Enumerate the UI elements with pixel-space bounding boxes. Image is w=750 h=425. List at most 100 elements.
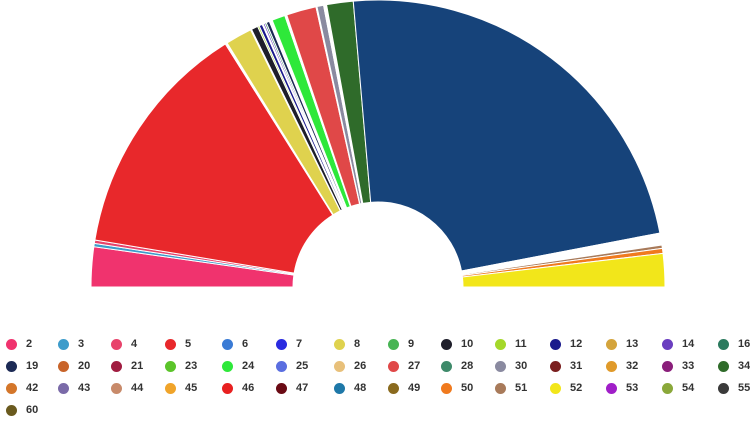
legend-item-43[interactable]: 43 [58, 380, 90, 396]
legend-item-46[interactable]: 46 [222, 380, 254, 396]
semicircle-chart-svg [90, 0, 666, 288]
legend-item-42[interactable]: 42 [6, 380, 38, 396]
legend-item-51[interactable]: 51 [495, 380, 527, 396]
legend-swatch [662, 338, 673, 350]
legend-item-16[interactable]: 16 [718, 336, 750, 352]
legend-item-53[interactable]: 53 [606, 380, 638, 396]
legend-label: 28 [461, 360, 474, 372]
legend-item-10[interactable]: 10 [441, 336, 473, 352]
legend-item-27[interactable]: 27 [388, 358, 420, 374]
legend-item-49[interactable]: 49 [388, 380, 420, 396]
legend-swatch [165, 338, 176, 350]
legend-item-45[interactable]: 45 [165, 380, 197, 396]
legend-label: 30 [515, 360, 528, 372]
legend-item-44[interactable]: 44 [111, 380, 143, 396]
legend-item-34[interactable]: 34 [718, 358, 750, 374]
legend-item-19[interactable]: 19 [6, 358, 38, 374]
legend-item-6[interactable]: 6 [222, 336, 248, 352]
legend-label: 48 [354, 382, 367, 394]
slice-19-main[interactable] [352, 0, 661, 272]
legend-swatch [441, 382, 452, 394]
legend-swatch [6, 404, 17, 416]
legend-swatch [550, 360, 561, 372]
legend-label: 10 [461, 338, 474, 350]
legend-swatch [388, 338, 399, 350]
legend-item-9[interactable]: 9 [388, 336, 414, 352]
legend-swatch [58, 360, 69, 372]
legend-item-30[interactable]: 30 [495, 358, 527, 374]
legend-label: 16 [738, 338, 750, 350]
legend-swatch [276, 338, 287, 350]
legend-item-52[interactable]: 52 [550, 380, 582, 396]
legend-label: 6 [242, 338, 249, 350]
legend-swatch [276, 360, 287, 372]
legend-label: 25 [296, 360, 309, 372]
legend-item-7[interactable]: 7 [276, 336, 302, 352]
legend-label: 4 [131, 338, 138, 350]
legend-item-23[interactable]: 23 [165, 358, 197, 374]
legend-item-14[interactable]: 14 [662, 336, 694, 352]
legend-swatch [606, 382, 617, 394]
legend-item-60[interactable]: 60 [6, 402, 38, 418]
legend-swatch [6, 382, 17, 394]
legend-item-4[interactable]: 4 [111, 336, 137, 352]
legend-swatch [6, 338, 17, 350]
legend-swatch [276, 382, 287, 394]
legend-swatch [222, 338, 233, 350]
legend-item-3[interactable]: 3 [58, 336, 84, 352]
legend-label: 24 [242, 360, 255, 372]
legend-item-5[interactable]: 5 [165, 336, 191, 352]
legend-swatch [222, 382, 233, 394]
legend-swatch [495, 338, 506, 350]
slice-5[interactable] [94, 43, 334, 274]
legend-item-2[interactable]: 2 [6, 336, 32, 352]
legend-label: 42 [26, 382, 39, 394]
legend-swatch [58, 382, 69, 394]
legend-swatch [718, 360, 729, 372]
legend-item-21[interactable]: 21 [111, 358, 143, 374]
legend-item-32[interactable]: 32 [606, 358, 638, 374]
slice-52[interactable] [461, 252, 666, 288]
legend-swatch [334, 360, 345, 372]
legend-label: 34 [738, 360, 750, 372]
legend-item-20[interactable]: 20 [58, 358, 90, 374]
legend-label: 49 [408, 382, 421, 394]
legend-label: 52 [570, 382, 583, 394]
legend-swatch [718, 338, 729, 350]
legend-swatch [222, 360, 233, 372]
legend-swatch [334, 382, 345, 394]
legend-label: 5 [185, 338, 192, 350]
legend-label: 21 [131, 360, 144, 372]
legend-item-55[interactable]: 55 [718, 380, 750, 396]
legend-label: 55 [738, 382, 750, 394]
legend-label: 14 [682, 338, 695, 350]
legend-swatch [441, 338, 452, 350]
legend-swatch [111, 338, 122, 350]
legend-swatch [111, 382, 122, 394]
legend-label: 33 [682, 360, 695, 372]
legend-label: 20 [78, 360, 91, 372]
legend-item-28[interactable]: 28 [441, 358, 473, 374]
legend-label: 50 [461, 382, 474, 394]
legend-swatch [606, 360, 617, 372]
legend-item-48[interactable]: 48 [334, 380, 366, 396]
legend-item-54[interactable]: 54 [662, 380, 694, 396]
legend-item-31[interactable]: 31 [550, 358, 582, 374]
legend-label: 19 [26, 360, 39, 372]
legend-item-11[interactable]: 11 [495, 336, 527, 352]
legend-item-50[interactable]: 50 [441, 380, 473, 396]
legend-item-25[interactable]: 25 [276, 358, 308, 374]
legend-label: 32 [626, 360, 639, 372]
legend-swatch [606, 338, 617, 350]
legend-item-8[interactable]: 8 [334, 336, 360, 352]
legend-label: 45 [185, 382, 198, 394]
legend-item-24[interactable]: 24 [222, 358, 254, 374]
legend-item-47[interactable]: 47 [276, 380, 308, 396]
legend-swatch [718, 382, 729, 394]
legend-label: 60 [26, 404, 39, 416]
legend-item-33[interactable]: 33 [662, 358, 694, 374]
legend-item-12[interactable]: 12 [550, 336, 582, 352]
legend-item-13[interactable]: 13 [606, 336, 638, 352]
legend-item-26[interactable]: 26 [334, 358, 366, 374]
legend-swatch [165, 360, 176, 372]
